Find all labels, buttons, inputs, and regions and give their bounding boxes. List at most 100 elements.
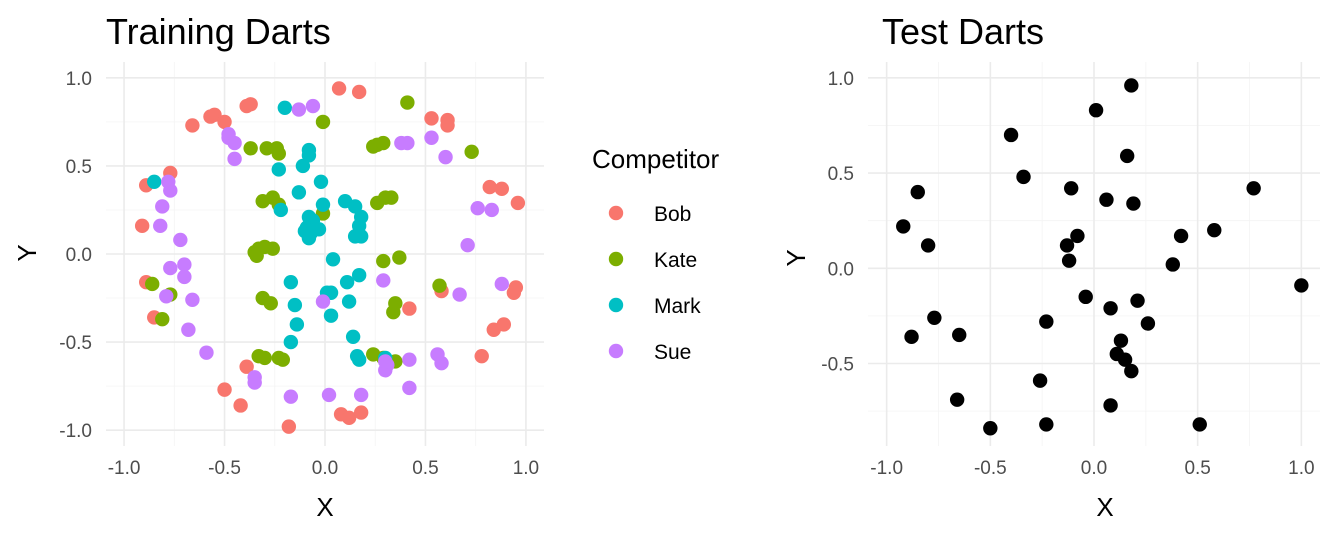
kate-point (275, 352, 291, 367)
training-y-ticks: -1.0 -0.5 0.0 0.5 1.0 (59, 69, 92, 442)
y-tick-label: -1.0 (59, 421, 92, 442)
test-point (910, 184, 925, 200)
sue-point (470, 201, 485, 216)
bob-point (402, 301, 417, 316)
test-point (1119, 148, 1135, 164)
y-tick-label: -0.5 (59, 333, 92, 354)
kate-point (243, 141, 258, 156)
sue-point (173, 232, 188, 248)
kate-point (271, 146, 286, 161)
test-point (1192, 417, 1207, 432)
training-points (134, 81, 526, 434)
y-tick-label: 1.0 (828, 69, 854, 90)
training-x-ticks: -1.0 -0.5 0.0 0.5 1.0 (108, 458, 539, 479)
bob-point (496, 317, 512, 332)
sue-point (185, 292, 200, 307)
kate-point (392, 250, 407, 265)
mark-point (311, 222, 327, 237)
test-point (952, 327, 967, 343)
bob-point (217, 382, 232, 397)
test-point (1165, 257, 1180, 272)
kate-point (432, 278, 447, 293)
sue-point (227, 135, 242, 151)
training-y-axis-title: Y (12, 244, 42, 261)
sue-point (353, 387, 369, 403)
x-tick-label: -0.5 (974, 458, 1007, 479)
test-x-ticks: -1.0 -0.5 0.0 0.5 1.0 (870, 458, 1314, 479)
test-point (1016, 169, 1031, 185)
y-tick-label: 0.0 (828, 259, 854, 280)
kate-point (249, 248, 264, 263)
test-point (904, 329, 919, 345)
mark-point (347, 229, 363, 244)
legend-label-mark: Mark (654, 295, 701, 318)
mark-point (277, 100, 293, 115)
bob-point (331, 81, 347, 96)
test-point (1113, 333, 1129, 348)
test-point (1070, 228, 1085, 244)
legend-label-kate: Kate (654, 249, 697, 272)
kate-point (259, 141, 274, 156)
y-tick-label: 0.5 (66, 157, 92, 178)
bob-point (494, 181, 510, 197)
kate-point (376, 253, 391, 269)
mark-point (315, 197, 331, 212)
bob-point (508, 280, 524, 295)
bob-point (217, 114, 232, 130)
test-point (1088, 103, 1104, 118)
sue-point (247, 375, 262, 390)
kate-point (464, 144, 479, 160)
mark-point (271, 162, 286, 177)
mark-point (313, 174, 329, 189)
x-tick-label: -1.0 (108, 458, 141, 479)
test-points (896, 78, 1309, 436)
sue-point (155, 199, 170, 214)
mark-point (345, 329, 361, 344)
kate-point (155, 311, 170, 327)
bob-point (233, 398, 248, 413)
sue-point (494, 276, 510, 292)
mark-point (325, 252, 341, 267)
test-point (1124, 363, 1139, 379)
mark-point (351, 267, 367, 283)
test-x-axis-title: X (1096, 492, 1113, 522)
kate-point (145, 276, 160, 292)
bob-point (341, 410, 357, 426)
sue-point (394, 135, 409, 151)
legend-label-sue: Sue (654, 341, 691, 364)
y-tick-label: -0.5 (821, 354, 854, 375)
test-point (1124, 78, 1139, 93)
bob-point (353, 405, 369, 420)
sue-point (321, 387, 337, 403)
sue-point (460, 237, 475, 253)
test-point (1103, 301, 1118, 316)
sue-point (177, 269, 192, 285)
sue-point (153, 218, 168, 234)
sue-point (181, 322, 196, 337)
mark-point (323, 308, 339, 323)
test-point (1140, 316, 1156, 331)
test-point (1130, 293, 1145, 308)
mark-point (147, 174, 162, 189)
legend-title: Competitor (592, 144, 719, 174)
test-point (1063, 181, 1079, 196)
bob-point (440, 118, 455, 133)
test-point (1078, 289, 1093, 305)
test-point (1032, 373, 1048, 388)
legend-key-bob (608, 205, 624, 221)
kate-point (384, 190, 399, 205)
test-y-ticks: -0.5 0.0 0.5 1.0 (821, 69, 854, 376)
test-point (927, 310, 942, 325)
legend-key-mark (608, 297, 624, 313)
mark-point (289, 317, 305, 332)
test-point (920, 238, 936, 253)
mark-point (287, 297, 303, 313)
sue-point (305, 98, 321, 114)
sue-point (484, 202, 499, 218)
kate-point (257, 350, 272, 366)
bob-point (243, 97, 258, 112)
x-tick-label: -0.5 (208, 458, 241, 479)
test-y-axis-title: Y (781, 249, 811, 266)
sue-point (424, 130, 439, 145)
